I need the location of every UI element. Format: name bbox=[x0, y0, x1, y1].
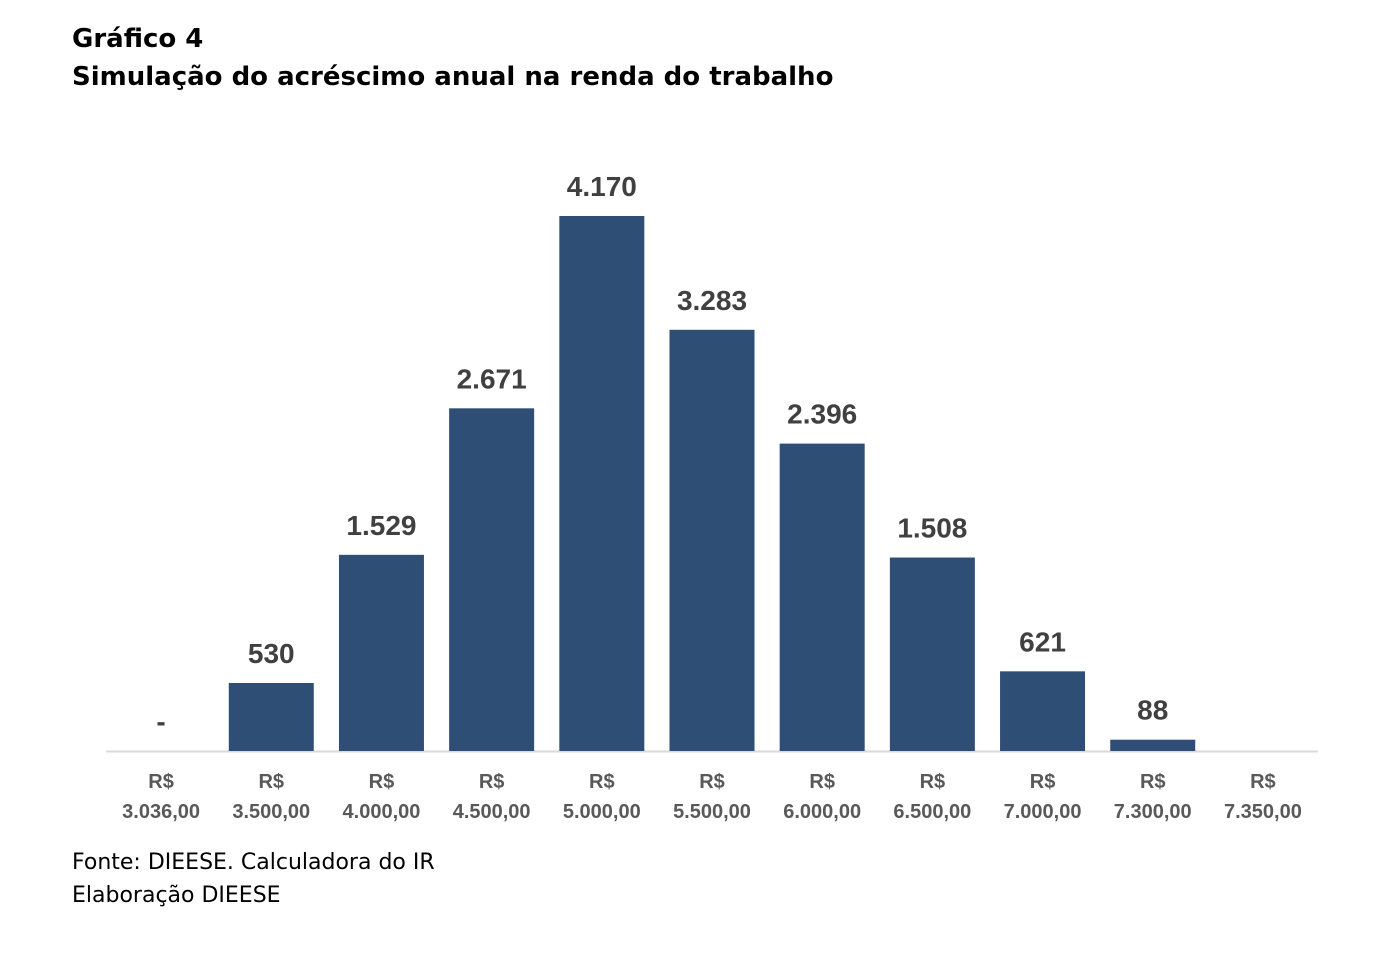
x-tick-label: 4.000,00 bbox=[343, 801, 421, 823]
bar bbox=[559, 216, 645, 751]
x-tick-label: 6.500,00 bbox=[893, 801, 971, 823]
bar bbox=[228, 683, 314, 751]
data-label: 1.508 bbox=[897, 513, 967, 544]
chart-footer: Fonte: DIEESE. Calculadora do IR Elabora… bbox=[72, 846, 435, 912]
data-label: 530 bbox=[248, 638, 295, 669]
x-tick-label: 4.500,00 bbox=[453, 801, 531, 823]
bar bbox=[1110, 739, 1196, 751]
x-tick-label: 5.500,00 bbox=[673, 801, 751, 823]
x-tick-label: 7.350,00 bbox=[1224, 801, 1302, 823]
bar bbox=[669, 329, 755, 751]
x-tick-label: R$ bbox=[1250, 771, 1276, 793]
data-label: 2.396 bbox=[787, 399, 857, 430]
x-tick-label: R$ bbox=[479, 771, 505, 793]
source-note: Fonte: DIEESE. Calculadora do IR bbox=[72, 850, 435, 875]
bar bbox=[1000, 671, 1086, 751]
data-label: 1.529 bbox=[346, 510, 416, 541]
bar bbox=[889, 557, 975, 751]
chart-title: Simulação do acréscimo anual na renda do… bbox=[72, 62, 834, 92]
x-tick-label: R$ bbox=[589, 771, 615, 793]
x-tick-label: R$ bbox=[1140, 771, 1166, 793]
data-label: 88 bbox=[1137, 695, 1168, 726]
x-tick-label: R$ bbox=[809, 771, 835, 793]
data-label: 4.170 bbox=[567, 171, 637, 202]
data-label: - bbox=[156, 706, 165, 737]
x-tick-label: 7.300,00 bbox=[1114, 801, 1192, 823]
data-label: 2.671 bbox=[457, 363, 527, 394]
x-tick-label: 3.500,00 bbox=[232, 801, 310, 823]
x-tick-label: R$ bbox=[369, 771, 395, 793]
bar bbox=[338, 554, 424, 751]
x-tick-label: 7.000,00 bbox=[1004, 801, 1082, 823]
bar bbox=[449, 408, 535, 751]
data-label: 3.283 bbox=[677, 285, 747, 316]
x-tick-label: R$ bbox=[699, 771, 725, 793]
credit-note: Elaboração DIEESE bbox=[72, 883, 281, 908]
bar bbox=[779, 443, 865, 751]
x-tick-label: 6.000,00 bbox=[783, 801, 861, 823]
data-label: 621 bbox=[1019, 626, 1066, 657]
x-tick-label: R$ bbox=[920, 771, 946, 793]
x-tick-label: R$ bbox=[1030, 771, 1056, 793]
chart-title-block: Gráfico 4 Simulação do acréscimo anual n… bbox=[72, 20, 833, 96]
x-tick-label: R$ bbox=[148, 771, 174, 793]
x-tick-label: R$ bbox=[258, 771, 284, 793]
x-tick-label: 3.036,00 bbox=[122, 801, 200, 823]
x-tick-label: 5.000,00 bbox=[563, 801, 641, 823]
chart-number: Gráfico 4 bbox=[72, 24, 204, 54]
